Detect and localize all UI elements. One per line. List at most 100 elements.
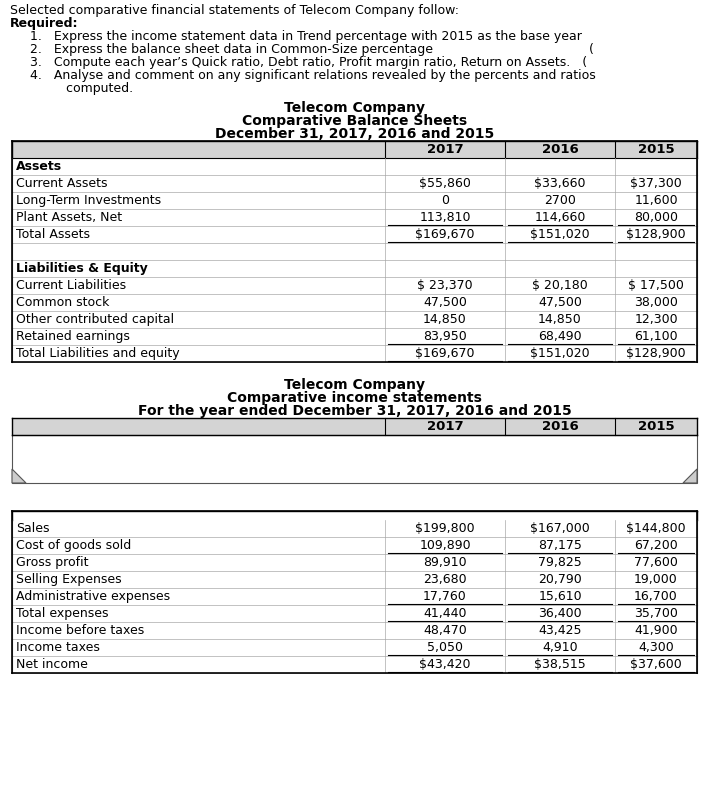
Bar xyxy=(12,226,697,243)
Text: Income taxes: Income taxes xyxy=(16,641,100,654)
Text: Sales: Sales xyxy=(16,522,50,535)
Bar xyxy=(12,588,697,605)
Text: Required:: Required: xyxy=(10,17,79,30)
Text: 2016: 2016 xyxy=(542,143,579,156)
Text: $151,020: $151,020 xyxy=(530,228,590,241)
Text: 41,440: 41,440 xyxy=(423,607,467,620)
Text: Other contributed capital: Other contributed capital xyxy=(16,313,174,326)
Bar xyxy=(12,158,697,175)
Text: Comparative income statements: Comparative income statements xyxy=(227,391,482,405)
Text: 12,300: 12,300 xyxy=(634,313,678,326)
Text: $38,515: $38,515 xyxy=(534,658,586,671)
Text: $169,670: $169,670 xyxy=(415,228,475,241)
Text: 4,300: 4,300 xyxy=(638,641,674,654)
Bar xyxy=(12,260,697,277)
Text: 47,500: 47,500 xyxy=(423,296,467,309)
Text: 2.   Express the balance sheet data in Common-Size percentage                   : 2. Express the balance sheet data in Com… xyxy=(30,43,594,56)
Text: $37,600: $37,600 xyxy=(630,658,682,671)
Text: 109,890: 109,890 xyxy=(419,539,471,552)
Text: 11,600: 11,600 xyxy=(634,194,678,207)
Text: For the year ended December 31, 2017, 2016 and 2015: For the year ended December 31, 2017, 20… xyxy=(138,404,571,418)
Text: 17,760: 17,760 xyxy=(423,590,467,603)
Text: $55,860: $55,860 xyxy=(419,177,471,190)
Text: Comparative Balance Sheets: Comparative Balance Sheets xyxy=(242,114,467,128)
Text: 23,680: 23,680 xyxy=(423,573,467,586)
Text: $ 20,180: $ 20,180 xyxy=(532,279,588,292)
Text: Total Liabilities and equity: Total Liabilities and equity xyxy=(16,347,179,360)
Text: 4.   Analyse and comment on any significant relations revealed by the percents a: 4. Analyse and comment on any significan… xyxy=(30,69,596,82)
Text: 0: 0 xyxy=(441,194,449,207)
Bar xyxy=(12,277,697,294)
Text: 14,850: 14,850 xyxy=(538,313,582,326)
Text: Common stock: Common stock xyxy=(16,296,109,309)
Text: Current Assets: Current Assets xyxy=(16,177,108,190)
Polygon shape xyxy=(12,469,26,483)
Text: $199,800: $199,800 xyxy=(415,522,475,535)
Text: December 31, 2017, 2016 and 2015: December 31, 2017, 2016 and 2015 xyxy=(215,127,494,141)
Text: Telecom Company: Telecom Company xyxy=(284,101,425,115)
Text: Selected comparative financial statements of Telecom Company follow:: Selected comparative financial statement… xyxy=(10,4,459,17)
Text: 79,825: 79,825 xyxy=(538,556,582,569)
Text: 87,175: 87,175 xyxy=(538,539,582,552)
Bar xyxy=(12,175,697,192)
Bar xyxy=(12,311,697,328)
Text: $169,670: $169,670 xyxy=(415,347,475,360)
Text: $ 17,500: $ 17,500 xyxy=(628,279,684,292)
Text: $37,300: $37,300 xyxy=(630,177,682,190)
Text: 20,790: 20,790 xyxy=(538,573,582,586)
Text: 41,900: 41,900 xyxy=(634,624,678,637)
Bar xyxy=(12,537,697,554)
Bar xyxy=(12,141,697,158)
Text: 48,470: 48,470 xyxy=(423,624,467,637)
Text: $ 23,370: $ 23,370 xyxy=(417,279,473,292)
Text: $33,660: $33,660 xyxy=(535,177,586,190)
Bar xyxy=(12,656,697,673)
Text: 14,850: 14,850 xyxy=(423,313,467,326)
Text: Total expenses: Total expenses xyxy=(16,607,108,620)
Text: 68,490: 68,490 xyxy=(538,330,582,343)
Text: computed.: computed. xyxy=(30,82,133,95)
Text: 2015: 2015 xyxy=(637,143,674,156)
Bar xyxy=(12,554,697,571)
Bar xyxy=(12,294,697,311)
Bar xyxy=(12,605,697,622)
Bar xyxy=(12,192,697,209)
Text: 16,700: 16,700 xyxy=(634,590,678,603)
Text: Net income: Net income xyxy=(16,658,88,671)
Text: 80,000: 80,000 xyxy=(634,211,678,224)
Text: Income before taxes: Income before taxes xyxy=(16,624,144,637)
Text: 113,810: 113,810 xyxy=(419,211,471,224)
Text: 2017: 2017 xyxy=(427,420,463,433)
Text: $144,800: $144,800 xyxy=(626,522,686,535)
Text: 2700: 2700 xyxy=(544,194,576,207)
Text: 3.   Compute each year’s Quick ratio, Debt ratio, Profit margin ratio, Return on: 3. Compute each year’s Quick ratio, Debt… xyxy=(30,56,587,69)
Bar xyxy=(12,345,697,362)
Text: 2016: 2016 xyxy=(542,420,579,433)
Text: 83,950: 83,950 xyxy=(423,330,467,343)
Text: 36,400: 36,400 xyxy=(538,607,582,620)
Bar xyxy=(12,243,697,260)
Bar xyxy=(12,622,697,639)
Text: Liabilities & Equity: Liabilities & Equity xyxy=(16,262,147,275)
Text: 2017: 2017 xyxy=(427,143,463,156)
Text: Assets: Assets xyxy=(16,160,62,173)
Text: $151,020: $151,020 xyxy=(530,347,590,360)
Text: Current Liabilities: Current Liabilities xyxy=(16,279,126,292)
Text: $43,420: $43,420 xyxy=(419,658,471,671)
Text: Cost of goods sold: Cost of goods sold xyxy=(16,539,131,552)
Text: 35,700: 35,700 xyxy=(634,607,678,620)
Text: 114,660: 114,660 xyxy=(535,211,586,224)
Text: Telecom Company: Telecom Company xyxy=(284,378,425,392)
Bar xyxy=(12,328,697,345)
Bar xyxy=(12,209,697,226)
Text: 5,050: 5,050 xyxy=(427,641,463,654)
Bar xyxy=(12,418,697,435)
Text: 15,610: 15,610 xyxy=(538,590,582,603)
Text: 38,000: 38,000 xyxy=(634,296,678,309)
Text: $128,900: $128,900 xyxy=(626,347,686,360)
Text: Total Assets: Total Assets xyxy=(16,228,90,241)
Text: 47,500: 47,500 xyxy=(538,296,582,309)
Text: $128,900: $128,900 xyxy=(626,228,686,241)
Text: 19,000: 19,000 xyxy=(634,573,678,586)
Text: Selling Expenses: Selling Expenses xyxy=(16,573,122,586)
